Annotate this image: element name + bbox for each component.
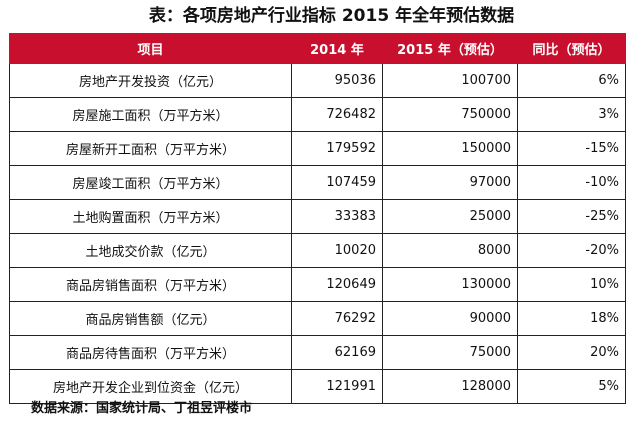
- header-yoy: 同比（预估）: [517, 33, 626, 64]
- cell-2014: 33383: [291, 199, 383, 234]
- cell-item: 商品房销售额（亿元）: [9, 301, 292, 336]
- cell-yoy: -15%: [517, 131, 626, 166]
- header-2015: 2015 年（预估）: [382, 33, 518, 64]
- table-row: 房地产开发企业到位资金（亿元） 121991 128000 5%: [9, 369, 626, 404]
- cell-item: 商品房销售面积（万平方米）: [9, 267, 292, 302]
- cell-2015: 8000: [382, 233, 518, 268]
- cell-yoy: 10%: [517, 267, 626, 302]
- cell-item: 土地成交价款（亿元）: [9, 233, 292, 268]
- cell-2015: 90000: [382, 301, 518, 336]
- cell-2014: 179592: [291, 131, 383, 166]
- cell-2015: 97000: [382, 165, 518, 200]
- header-item: 项目: [9, 33, 292, 64]
- cell-item: 房屋新开工面积（万平方米）: [9, 131, 292, 166]
- cell-2014: 10020: [291, 233, 383, 268]
- cell-yoy: 5%: [517, 369, 626, 404]
- cell-item: 房地产开发投资（亿元）: [9, 63, 292, 98]
- cell-item: 土地购置面积（万平方米）: [9, 199, 292, 234]
- cell-yoy: -10%: [517, 165, 626, 200]
- cell-item: 房地产开发企业到位资金（亿元）: [9, 369, 292, 404]
- indicator-table: 项目 2014 年 2015 年（预估） 同比（预估） 房地产开发投资（亿元） …: [9, 33, 626, 404]
- cell-2014: 726482: [291, 97, 383, 132]
- cell-yoy: 3%: [517, 97, 626, 132]
- cell-yoy: 18%: [517, 301, 626, 336]
- header-2014: 2014 年: [291, 33, 383, 64]
- table-row: 商品房销售面积（万平方米） 120649 130000 10%: [9, 267, 626, 302]
- cell-2014: 121991: [291, 369, 383, 404]
- cell-item: 房屋施工面积（万平方米）: [9, 97, 292, 132]
- cell-2014: 120649: [291, 267, 383, 302]
- cell-2015: 100700: [382, 63, 518, 98]
- table-title: 表：各项房地产行业指标 2015 年全年预估数据: [148, 6, 515, 26]
- cell-2014: 62169: [291, 335, 383, 370]
- cell-yoy: 20%: [517, 335, 626, 370]
- table-header-row: 项目 2014 年 2015 年（预估） 同比（预估）: [9, 33, 626, 64]
- cell-2015: 150000: [382, 131, 518, 166]
- cell-2015: 128000: [382, 369, 518, 404]
- table-row: 房屋竣工面积（万平方米） 107459 97000 -10%: [9, 165, 626, 200]
- cell-2014: 76292: [291, 301, 383, 336]
- cell-yoy: -20%: [517, 233, 626, 268]
- cell-2014: 95036: [291, 63, 383, 98]
- cell-item: 商品房待售面积（万平方米）: [9, 335, 292, 370]
- table-row: 土地购置面积（万平方米） 33383 25000 -25%: [9, 199, 626, 234]
- table-row: 房屋新开工面积（万平方米） 179592 150000 -15%: [9, 131, 626, 166]
- cell-item: 房屋竣工面积（万平方米）: [9, 165, 292, 200]
- table-row: 房地产开发投资（亿元） 95036 100700 6%: [9, 63, 626, 98]
- cell-2015: 25000: [382, 199, 518, 234]
- table-row: 商品房待售面积（万平方米） 62169 75000 20%: [9, 335, 626, 370]
- cell-yoy: -25%: [517, 199, 626, 234]
- data-source: 数据来源：国家统计局、丁祖昱评楼市: [31, 401, 253, 416]
- cell-2015: 750000: [382, 97, 518, 132]
- table-row: 商品房销售额（亿元） 76292 90000 18%: [9, 301, 626, 336]
- cell-yoy: 6%: [517, 63, 626, 98]
- cell-2015: 130000: [382, 267, 518, 302]
- cell-2015: 75000: [382, 335, 518, 370]
- cell-2014: 107459: [291, 165, 383, 200]
- table-row: 房屋施工面积（万平方米） 726482 750000 3%: [9, 97, 626, 132]
- table-row: 土地成交价款（亿元） 10020 8000 -20%: [9, 233, 626, 268]
